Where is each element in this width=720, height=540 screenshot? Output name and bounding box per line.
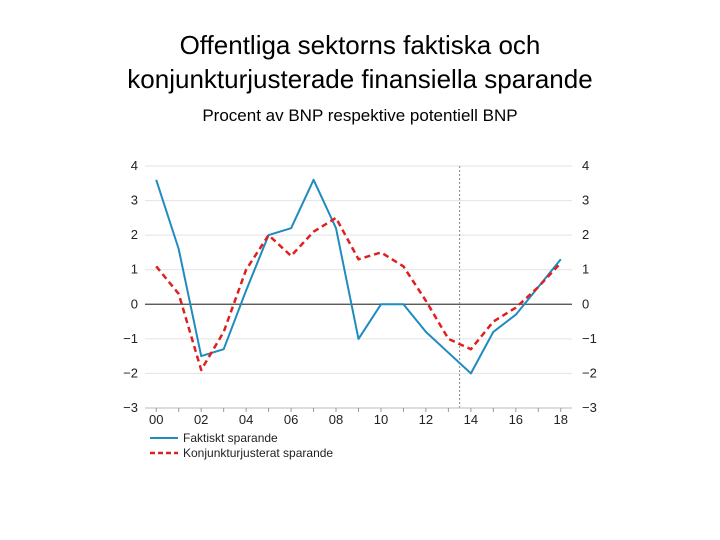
series-line-2 xyxy=(155,216,562,372)
series-line-1 xyxy=(155,178,562,375)
x-tick-label: 10 xyxy=(374,412,388,427)
y-tick-label-right: 3 xyxy=(582,193,589,208)
chart-title-line1: Offentliga sektorns faktiska och xyxy=(179,30,541,60)
y-tick-label-left: 3 xyxy=(131,193,138,208)
x-tick-label: 08 xyxy=(329,412,343,427)
y-tick-label-right: −3 xyxy=(582,400,597,415)
legend-label-2: Konjunkturjusterat sparande xyxy=(183,446,333,460)
x-tick-label: 12 xyxy=(419,412,433,427)
y-tick-label-left: −2 xyxy=(123,365,138,380)
chart-subtitle: Procent av BNP respektive potentiell BNP xyxy=(202,106,518,125)
y-tick-label-right: 2 xyxy=(582,227,589,242)
y-tick-label-right: −2 xyxy=(582,365,597,380)
y-tick-label-right: −1 xyxy=(582,331,597,346)
chart-title-line2: konjunkturjusterade finansiella sparande xyxy=(127,64,593,94)
legend-label-1: Faktiskt sparande xyxy=(183,431,278,445)
x-tick-label: 06 xyxy=(284,412,298,427)
y-tick-label-left: −1 xyxy=(123,331,138,346)
x-tick-label: 18 xyxy=(554,412,568,427)
y-tick-label-right: 1 xyxy=(582,262,589,277)
y-tick-label-left: 4 xyxy=(131,158,138,173)
y-tick-label-right: 0 xyxy=(582,296,589,311)
x-tick-label: 00 xyxy=(149,412,163,427)
y-tick-label-left: 0 xyxy=(131,296,138,311)
y-tick-label-left: 2 xyxy=(131,227,138,242)
y-tick-label-left: −3 xyxy=(123,400,138,415)
x-tick-label: 14 xyxy=(464,412,478,427)
chart-title: Offentliga sektorns faktiska och konjunk… xyxy=(60,28,660,96)
y-tick-label-right: 4 xyxy=(582,158,589,173)
y-tick-label-left: 1 xyxy=(131,262,138,277)
x-tick-label: 16 xyxy=(509,412,523,427)
x-tick-label: 04 xyxy=(239,412,253,427)
x-tick-label: 02 xyxy=(194,412,208,427)
